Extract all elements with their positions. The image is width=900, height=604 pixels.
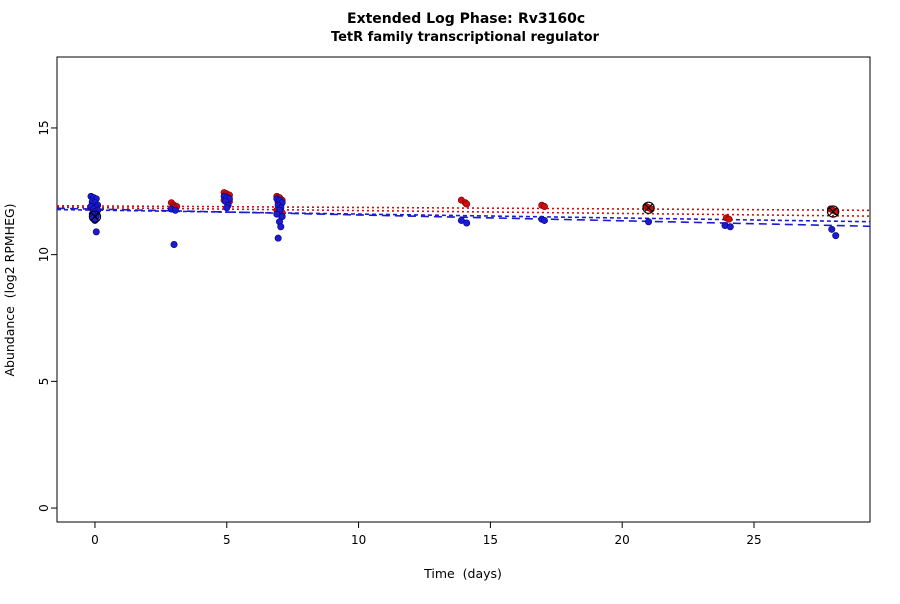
chart-title-gene: Rv3160c <box>518 11 585 27</box>
y-tick-label: 10 <box>37 247 51 262</box>
y-tick-label: 15 <box>37 120 51 135</box>
data-point-condition-blue <box>277 223 285 231</box>
plot-border <box>56 56 871 523</box>
x-tick-label: 0 <box>91 533 99 547</box>
fit-line-red-fit-1 <box>56 204 871 212</box>
flagged-point-circle <box>826 205 840 218</box>
y-tick-label: 5 <box>37 378 51 386</box>
flagged-point-cross <box>644 203 653 213</box>
flagged-point-cross <box>828 207 838 216</box>
data-point-condition-blue <box>170 241 178 249</box>
data-point-condition-blue <box>223 204 231 212</box>
data-point-condition-blue <box>540 216 548 224</box>
y-axis-label: Abundance (log2 RPMHEG) <box>2 203 17 376</box>
plot-layers: 0 5 10 15 20 25 0 5 10 15 <box>37 56 871 547</box>
x-tick-label: 5 <box>223 533 231 547</box>
data-point-condition-red <box>725 215 733 223</box>
data-point-condition-blue <box>828 225 836 233</box>
flagged-point-circle <box>642 201 655 214</box>
data-point-condition-blue <box>832 232 840 240</box>
data-point-condition-blue <box>274 234 282 242</box>
data-point-condition-blue <box>171 206 179 214</box>
data-point-condition-blue <box>645 218 653 226</box>
data-point-condition-blue <box>92 228 100 236</box>
data-point-condition-red <box>463 200 471 208</box>
x-tick-label: 20 <box>615 533 630 547</box>
x-tick-label: 15 <box>483 533 498 547</box>
x-axis-label: Time (days) <box>423 566 502 581</box>
data-point-condition-blue <box>463 219 471 227</box>
data-point-condition-blue <box>726 223 734 231</box>
y-tick-label: 0 <box>37 504 51 512</box>
flagged-point-circle <box>88 210 102 223</box>
fit-line-blue-fit-2 <box>56 208 871 223</box>
data-point-condition-red <box>540 203 548 211</box>
x-tick-label: 10 <box>351 533 366 547</box>
x-tick-label: 25 <box>746 533 761 547</box>
flagged-point-cross <box>90 212 100 221</box>
chart-subtitle: TetR family transcriptional regulator <box>331 30 600 45</box>
chart-title-prefix: Extended Log Phase: <box>347 11 513 27</box>
fit-line-red-fit-2 <box>56 206 871 217</box>
